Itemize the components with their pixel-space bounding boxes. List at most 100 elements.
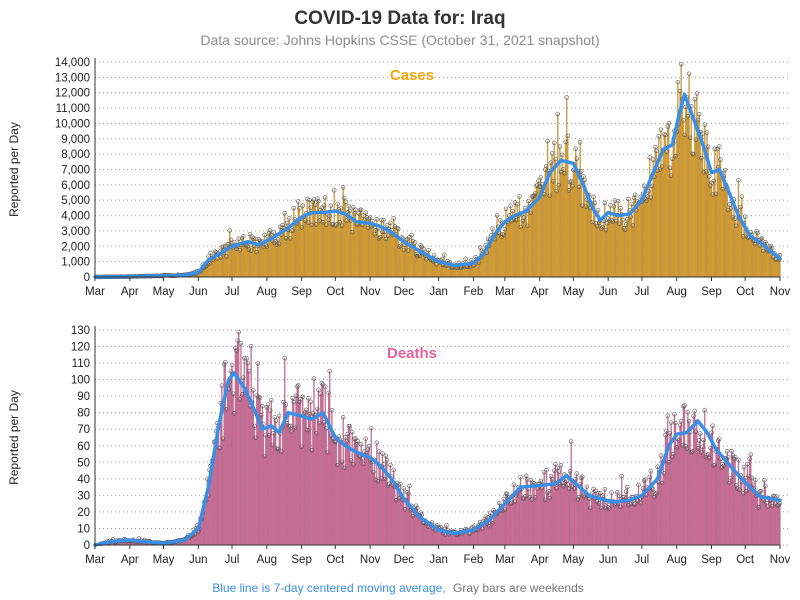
cases-daily-bar	[585, 206, 587, 278]
deaths-daily-bar	[706, 454, 708, 546]
cases-daily-bar	[327, 219, 330, 278]
cases-daily-bar	[601, 227, 604, 278]
cases-daily-bar	[360, 209, 362, 278]
deaths-daily-marker	[648, 469, 654, 474]
cases-daily-bar	[496, 215, 498, 278]
x-tick-label: Mar	[85, 554, 105, 566]
cases-daily-bar	[324, 197, 326, 278]
deaths-daily-marker	[345, 431, 350, 437]
deaths-daily-bar	[605, 507, 607, 546]
y-tick-label: 120	[71, 342, 90, 354]
cases-daily-marker	[694, 91, 700, 96]
cases-daily-bar	[686, 97, 688, 278]
cases-daily-marker	[351, 205, 356, 210]
cases-daily-bar	[759, 245, 761, 278]
cases-daily-bar	[624, 229, 626, 278]
cases-daily-marker	[717, 144, 722, 149]
cases-daily-marker	[305, 196, 310, 202]
cases-daily-marker	[576, 184, 582, 190]
cases-daily-marker	[603, 227, 609, 233]
deaths-daily-bar	[262, 424, 265, 546]
cases-daily-bar	[669, 167, 671, 278]
deaths-daily-marker	[287, 424, 292, 429]
cases-daily-bar	[737, 180, 740, 278]
deaths-daily-bar	[308, 414, 311, 546]
deaths-daily-bar	[198, 528, 201, 546]
deaths-daily-marker	[658, 453, 664, 458]
cases-daily-marker	[363, 210, 368, 215]
cases-daily-marker	[622, 227, 628, 232]
deaths-daily-bar	[322, 384, 324, 546]
deaths-daily-bar	[673, 414, 676, 546]
cases-daily-bar	[572, 169, 575, 278]
y-tick-label: 60	[77, 441, 90, 453]
deaths-daily-marker	[237, 397, 243, 402]
deaths-daily-bar	[636, 500, 639, 546]
deaths-daily-bar	[434, 530, 436, 546]
deaths-daily-marker	[232, 411, 237, 416]
cases-daily-bar	[526, 225, 528, 278]
deaths-daily-marker	[296, 383, 301, 388]
deaths-daily-bar	[289, 425, 292, 546]
deaths-daily-marker	[316, 387, 321, 392]
cases-daily-marker	[570, 184, 575, 189]
deaths-daily-bar	[317, 389, 320, 546]
deaths-daily-bar	[603, 499, 605, 546]
cases-daily-marker	[306, 220, 311, 225]
deaths-daily-marker	[631, 502, 637, 507]
cases-daily-marker	[494, 212, 500, 218]
x-tick-label: Jun	[189, 554, 208, 566]
footnote-moving-average: Blue line is 7-day centered moving avera…	[212, 581, 445, 595]
cases-daily-marker	[237, 248, 243, 253]
deaths-daily-bar	[600, 507, 603, 546]
cases-daily-marker	[544, 163, 549, 169]
deaths-daily-bar	[567, 484, 569, 546]
x-tick-label: Nov	[360, 286, 381, 298]
cases-daily-marker	[224, 254, 229, 259]
deaths-daily-marker	[607, 506, 612, 511]
cases-daily-bar	[334, 225, 336, 278]
deaths-daily-bar	[714, 464, 716, 546]
cases-daily-bar	[762, 250, 764, 278]
cases-daily-bar	[280, 234, 283, 278]
deaths-daily-bar	[382, 464, 385, 546]
deaths-daily-bar	[290, 431, 293, 546]
cases-daily-bar	[229, 230, 231, 278]
cases-daily-marker	[733, 223, 739, 229]
deaths-daily-marker	[538, 478, 544, 484]
deaths-daily-marker	[251, 388, 256, 393]
cases-daily-marker	[664, 149, 669, 154]
cases-daily-marker	[282, 210, 287, 216]
deaths-daily-marker	[528, 477, 533, 483]
x-tick-label: Mar	[495, 554, 515, 566]
cases-daily-bar	[479, 247, 481, 278]
deaths-daily-bar	[554, 463, 557, 546]
deaths-daily-bar	[245, 358, 248, 546]
deaths-daily-bar	[624, 500, 626, 546]
deaths-daily-marker	[532, 495, 538, 500]
cases-daily-marker	[385, 233, 391, 238]
cases-daily-marker	[287, 216, 292, 221]
deaths-daily-bar	[315, 433, 317, 546]
deaths-daily-bar	[597, 493, 599, 546]
deaths-daily-bar	[622, 497, 624, 546]
cases-daily-bar	[664, 134, 667, 278]
deaths-daily-marker	[700, 444, 705, 449]
deaths-daily-bar	[571, 486, 573, 546]
deaths-daily-bar	[736, 488, 738, 546]
deaths-daily-marker	[690, 449, 695, 454]
cases-daily-bar	[690, 106, 692, 278]
cases-daily-bar	[566, 97, 568, 278]
cases-daily-bar	[589, 207, 591, 278]
y-tick-label: 130	[71, 325, 90, 337]
chart-subtitle: Data source: Johns Hopkins CSSE (October…	[200, 32, 599, 48]
deaths-daily-marker	[769, 504, 775, 509]
deaths-daily-bar	[288, 426, 290, 546]
deaths-daily-bar	[304, 412, 306, 546]
deaths-daily-marker	[371, 469, 376, 475]
deaths-daily-marker	[729, 448, 734, 454]
deaths-daily-marker	[529, 497, 535, 502]
cases-daily-bar	[503, 234, 505, 278]
cases-daily-bar	[586, 199, 588, 278]
cases-daily-bar	[377, 228, 379, 278]
